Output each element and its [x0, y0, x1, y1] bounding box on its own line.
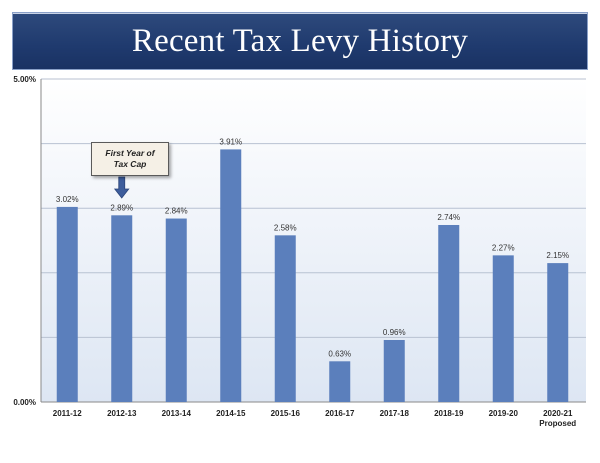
data-label-2012-13: 2.89% — [110, 203, 133, 212]
x-tick-label-2017-18: 2017-18 — [380, 409, 410, 418]
bar-2017-18 — [383, 339, 405, 402]
data-label-2011-12: 3.02% — [56, 195, 79, 204]
bar-2013-14 — [165, 218, 187, 402]
bar-2015-16 — [274, 235, 296, 402]
x-tick-label-2020-21: 2020-21 — [543, 409, 573, 418]
down-arrow-icon — [113, 176, 130, 199]
bar-2011-12 — [56, 206, 78, 402]
title-banner: Recent Tax Levy History — [12, 12, 588, 70]
x-tick-label-2014-15: 2014-15 — [216, 409, 246, 418]
data-label-2017-18: 0.96% — [383, 328, 406, 337]
x-tick-label-2012-13: 2012-13 — [107, 409, 137, 418]
chart-title: Recent Tax Levy History — [131, 22, 469, 59]
y-tick-label-top: 5.00% — [13, 75, 36, 84]
data-label-2013-14: 2.84% — [165, 207, 188, 216]
data-label-2014-15: 3.91% — [219, 137, 242, 146]
data-label-2016-17: 0.63% — [328, 349, 351, 358]
x-tick-sublabel-2020-21: Proposed — [539, 419, 576, 428]
y-tick-label-bottom: 0.00% — [13, 398, 36, 407]
x-tick-label-2015-16: 2015-16 — [271, 409, 301, 418]
x-tick-label-2011-12: 2011-12 — [53, 409, 82, 418]
x-tick-label-2019-20: 2019-20 — [489, 409, 519, 418]
data-label-2019-20: 2.27% — [492, 243, 515, 252]
data-label-2018-19: 2.74% — [437, 213, 460, 222]
bar-2014-15 — [220, 149, 242, 402]
data-label-2020-21: 2.15% — [546, 251, 569, 260]
x-tick-label-2016-17: 2016-17 — [325, 409, 355, 418]
annotation-line-1: First Year of — [105, 148, 155, 158]
data-label-2015-16: 2.58% — [274, 223, 297, 232]
x-tick-label-2013-14: 2013-14 — [162, 409, 192, 418]
bar-2016-17 — [329, 361, 351, 402]
bar-2012-13 — [111, 215, 133, 402]
bar-2018-19 — [438, 224, 460, 402]
bar-2019-20 — [492, 255, 514, 402]
bar-2020-21 — [547, 263, 569, 402]
annotation-box: First Year of Tax Cap — [91, 142, 169, 176]
x-tick-label-2018-19: 2018-19 — [434, 409, 464, 418]
annotation-line-2: Tax Cap — [113, 159, 147, 169]
